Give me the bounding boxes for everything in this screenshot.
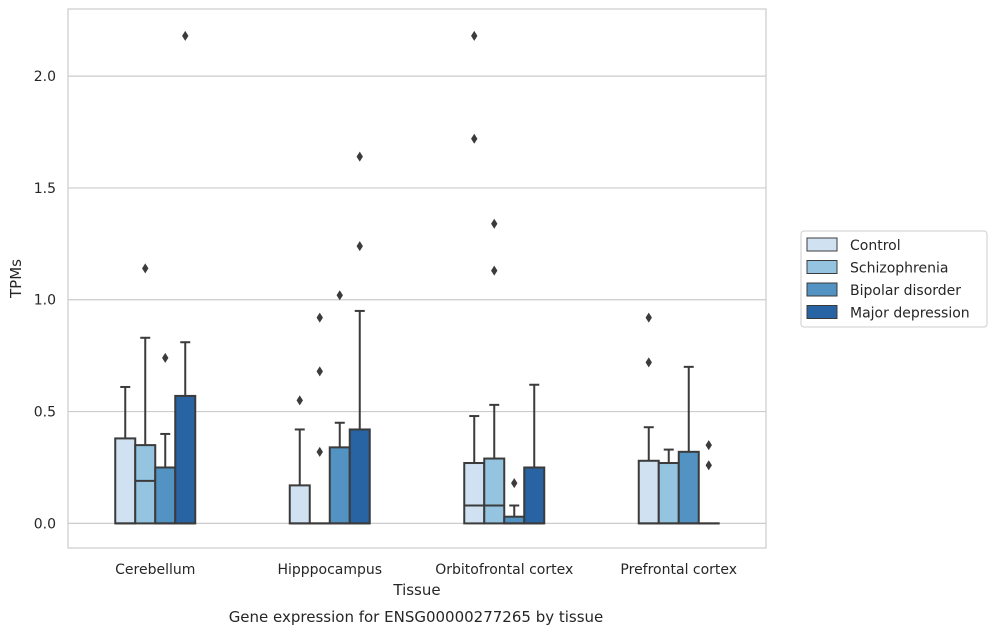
outlier-point [705, 460, 712, 471]
box-bipolar-disorder [503, 478, 526, 525]
box-body [657, 462, 680, 525]
box-body [154, 466, 177, 525]
outlier-point [645, 357, 652, 368]
plot-area-frame [67, 8, 767, 549]
box-major-depression [697, 440, 720, 525]
legend-label: Bipolar disorder [850, 283, 961, 299]
box-schizophrenia [657, 448, 680, 525]
outlier-point [162, 352, 169, 363]
legend-swatch [806, 237, 838, 252]
x-axis-ticks: Cerebellum Hipppocampus Orbitofrontal cort… [115, 562, 737, 578]
outlier-point [336, 290, 343, 301]
box-body [288, 484, 311, 525]
x-axis-label: Tissue [392, 581, 440, 599]
legend: Control Schizophrenia Bipolar disorder Majo… [800, 230, 988, 328]
legend-swatch [806, 282, 838, 297]
legend-swatch [806, 260, 838, 274]
box-major-depression [174, 30, 197, 525]
legend-label: Major depression [850, 306, 970, 322]
box-schizophrenia [308, 312, 331, 525]
legend-label: Control [850, 238, 901, 254]
y-gridlines [68, 75, 766, 524]
box-major-depression [523, 383, 546, 525]
box-body [174, 394, 197, 525]
outlier-point [316, 312, 323, 323]
box-control [288, 395, 311, 525]
y-axis-ticks: 0.0 0.5 1.0 1.5 2.0 [34, 69, 56, 532]
x-tick-label: Orbitofrontal cortex [435, 562, 573, 578]
box-body [637, 459, 660, 525]
box-body [348, 428, 371, 525]
y-tick-label: 2.0 [34, 69, 56, 85]
outlier-point [316, 446, 323, 457]
box-schizophrenia [483, 218, 506, 525]
outlier-point [491, 265, 498, 276]
box-bipolar-disorder [154, 352, 177, 525]
outlier-point [356, 151, 363, 162]
box-body [328, 446, 351, 525]
box-bipolar-disorder [328, 290, 351, 525]
outlier-point [182, 30, 189, 41]
box-control [637, 312, 660, 525]
outlier-point [316, 366, 323, 377]
box-body [523, 466, 546, 525]
box-body [114, 437, 137, 525]
chart-caption: Gene expression for ENSG00000277265 by t… [229, 608, 604, 626]
outlier-point [491, 218, 498, 229]
box-major-depression [348, 151, 371, 525]
outlier-point [142, 263, 149, 274]
y-tick-label: 1.5 [34, 181, 56, 197]
box-body [677, 450, 700, 525]
box-body [463, 462, 486, 525]
legend-swatch [806, 305, 838, 319]
outlier-point [296, 395, 303, 406]
box-control [463, 30, 486, 525]
outlier-point [645, 312, 652, 323]
y-tick-label: 1.0 [34, 293, 56, 309]
outlier-point [356, 241, 363, 252]
x-tick-label: Cerebellum [115, 562, 195, 578]
legend-label: Schizophrenia [850, 261, 948, 277]
y-axis-label: TPMs [7, 259, 25, 299]
box-body [503, 515, 526, 525]
box-schizophrenia [134, 263, 157, 525]
box-marks [114, 30, 720, 525]
outlier-point [471, 133, 478, 144]
y-tick-label: 0.5 [34, 405, 56, 421]
outlier-point [705, 440, 712, 451]
outlier-point [471, 30, 478, 41]
x-tick-label: Hipppocampus [277, 562, 382, 578]
box-control [114, 385, 137, 525]
outlier-point [511, 478, 518, 489]
box-bipolar-disorder [677, 365, 700, 525]
x-tick-label: Prefrontal cortex [620, 562, 737, 578]
box-body [134, 444, 157, 525]
box-body [483, 457, 506, 525]
y-tick-label: 0.0 [34, 516, 56, 532]
legend-frame [800, 230, 988, 328]
